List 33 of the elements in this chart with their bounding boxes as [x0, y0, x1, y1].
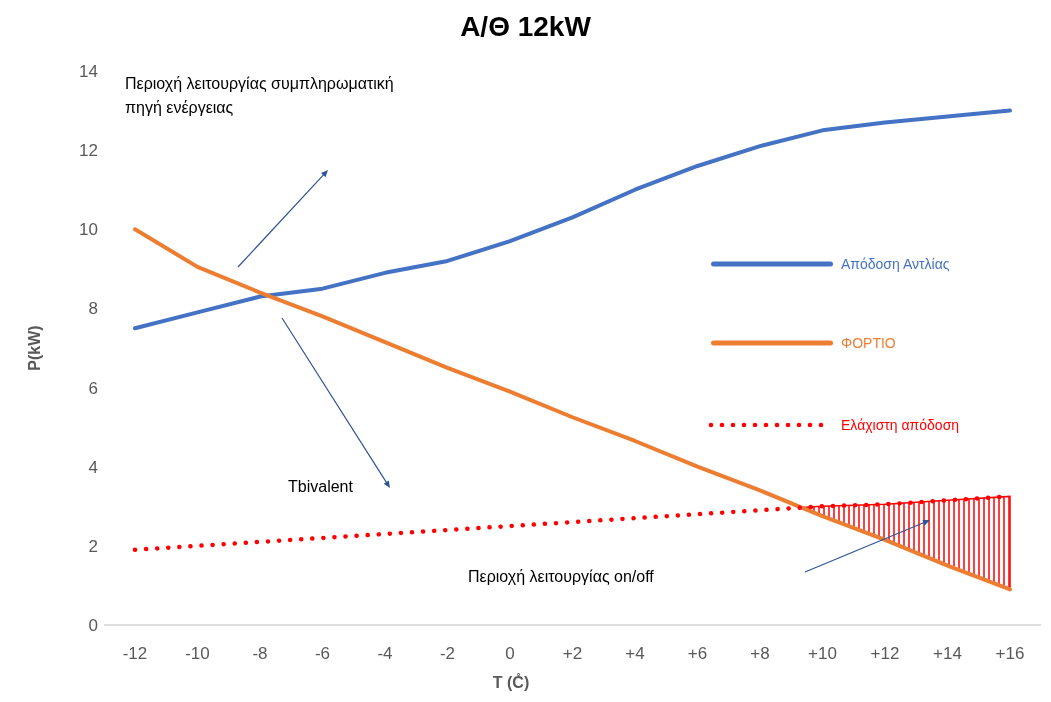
chart-title: Α/Θ 12kW — [460, 11, 592, 42]
x-tick-label: -10 — [185, 644, 210, 663]
legend-key: ΦΟΡΤΙΟ — [711, 335, 896, 351]
y-tick-label: 2 — [88, 536, 98, 556]
x-tick-label: +16 — [995, 644, 1025, 663]
y-tick-label: 12 — [79, 141, 98, 161]
x-tick-label: -8 — [252, 644, 268, 663]
y-tick-label: 0 — [88, 616, 98, 635]
y-tick-label: 10 — [79, 220, 98, 240]
x-tick-label: +4 — [625, 644, 645, 663]
y-axis-title: P(kW) — [26, 325, 43, 371]
x-tick-label: -6 — [314, 644, 331, 663]
x-tick-label: +12 — [870, 644, 900, 663]
annotation: Περιοχή λειτουργίας on/off — [468, 568, 655, 585]
y-tick-label: 4 — [88, 457, 98, 477]
x-tick-label: +10 — [808, 644, 837, 663]
x-tick-label: -2 — [439, 644, 456, 663]
x-tick-label: 0 — [505, 644, 515, 663]
x-tick-label: +14 — [933, 644, 962, 663]
y-tick-label: 8 — [88, 299, 98, 319]
y-tick-label: 14 — [79, 62, 98, 81]
annotation: Περιοχή λειτουργίας συμπληρωματική πηγή ενέργειας — [125, 75, 394, 116]
x-axis-title: T (C̊) — [492, 673, 530, 691]
x-tick-label: +2 — [562, 644, 583, 663]
x-tick-label: -4 — [377, 644, 393, 663]
x-tick-label: +8 — [750, 644, 770, 663]
x-tick-label: -12 — [122, 644, 148, 663]
x-tick-label: +6 — [687, 644, 708, 663]
annotation: Tbivalent — [288, 478, 354, 495]
legend-key: Ελάχιστη απόδοση — [708, 417, 960, 433]
y-tick-label: 6 — [88, 378, 98, 398]
legend-key: Απόδοση Αντλίας — [711, 256, 950, 272]
line-series — [133, 227, 1012, 592]
